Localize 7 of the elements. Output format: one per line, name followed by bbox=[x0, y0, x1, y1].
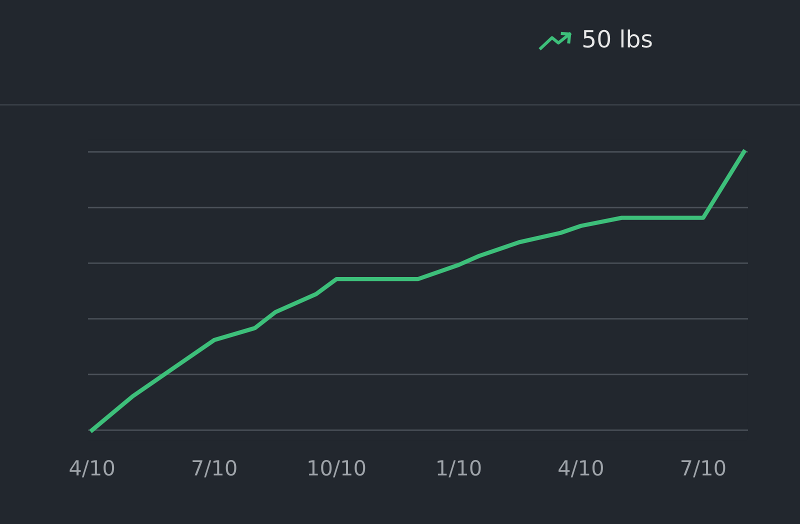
x-tick-label: 7/10 bbox=[682, 460, 726, 478]
x-tick-label: 1/10 bbox=[438, 460, 481, 478]
x-tick-label: 4/10 bbox=[558, 460, 603, 478]
x-tick-label: 7/10 bbox=[192, 460, 236, 478]
x-tick-label: 10/10 bbox=[308, 460, 366, 478]
x-tick-label: 4/10 bbox=[70, 460, 114, 478]
text: 50 lbs bbox=[583, 29, 652, 48]
